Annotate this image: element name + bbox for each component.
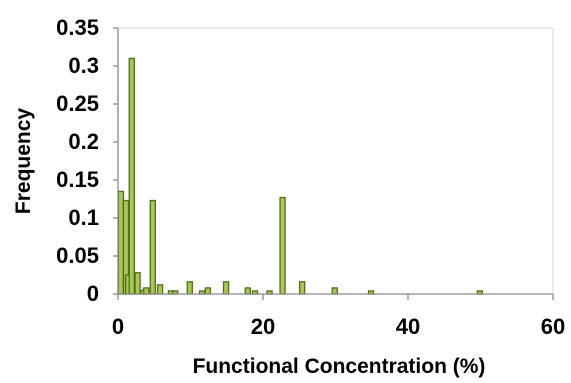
- bar: [134, 272, 141, 295]
- bar: [143, 287, 150, 295]
- bar: [156, 284, 164, 295]
- bar: [117, 190, 125, 295]
- y-tick-label: 0.15: [56, 167, 99, 192]
- x-tick-label: 60: [541, 314, 565, 339]
- bar: [149, 199, 156, 295]
- y-tick-labels: 0 0.05 0.1 0.15 0.2 0.25 0.3 0.35: [56, 15, 99, 306]
- bar: [279, 196, 286, 295]
- x-tick-labels: 0 20 40 60: [112, 314, 565, 339]
- x-tick-label: 40: [396, 314, 420, 339]
- bar: [128, 57, 135, 295]
- bar: [331, 287, 338, 295]
- y-tick-label: 0.25: [56, 91, 99, 116]
- axes-group: [113, 27, 554, 300]
- y-tick-label: 0.35: [56, 15, 99, 40]
- bar: [204, 287, 212, 295]
- bars-group: [117, 57, 483, 295]
- x-tick-label: 0: [112, 314, 124, 339]
- y-tick-label: 0.2: [68, 129, 99, 154]
- bar: [298, 281, 306, 295]
- y-tick-label: 0.3: [68, 53, 99, 78]
- bar: [186, 281, 193, 295]
- y-tick-label: 0.1: [68, 205, 99, 230]
- y-tick-label: 0: [87, 281, 99, 306]
- y-axis-title: Frequency: [12, 108, 35, 215]
- x-tick-label: 20: [251, 314, 275, 339]
- bar: [244, 287, 251, 295]
- plot-area: [117, 27, 554, 295]
- y-tick-label: 0.05: [56, 243, 99, 268]
- x-axis-title: Functional Concentration (%): [193, 355, 486, 378]
- bar: [222, 281, 230, 295]
